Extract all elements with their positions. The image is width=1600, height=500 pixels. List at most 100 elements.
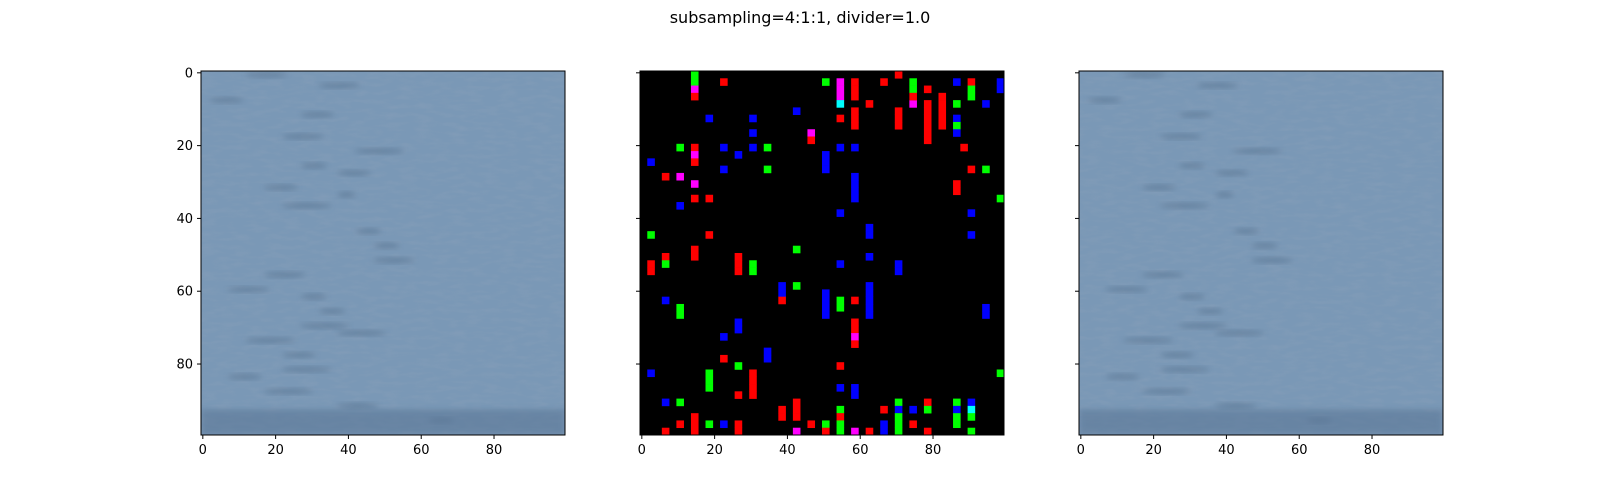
diff-cell: [647, 158, 655, 166]
diff-cell: [676, 172, 684, 181]
diff-cell: [734, 427, 743, 435]
diff-cell: [749, 369, 757, 378]
diff-cell: [923, 427, 932, 435]
diff-cell: [851, 384, 859, 392]
diff-cell: [720, 333, 728, 341]
diff-cell: [909, 85, 917, 94]
water-streak: [300, 163, 327, 168]
diff-cell: [865, 223, 874, 232]
diff-cell: [953, 121, 961, 130]
diff-cell: [676, 398, 684, 407]
diff-cell: [822, 296, 830, 305]
diff-cell: [953, 413, 961, 421]
diff-cell: [894, 267, 903, 276]
diff-cell: [734, 362, 743, 370]
diff-cell: [982, 165, 990, 174]
diff-cell: [865, 303, 874, 312]
diff-cell: [836, 92, 845, 101]
diff-cell: [690, 71, 699, 79]
diff-cell: [705, 369, 714, 378]
water-streak: [1232, 148, 1283, 154]
water-texture: [1079, 71, 1443, 435]
diff-cell: [996, 369, 1004, 378]
diff-cell: [749, 384, 757, 392]
diff-cell: [676, 202, 684, 210]
x-tick-label: 0: [638, 443, 646, 458]
diff-cell: [836, 384, 845, 392]
diff-cell: [894, 107, 903, 115]
diff-cell: [807, 129, 816, 137]
water-streak: [300, 294, 327, 299]
water-streak: [336, 403, 379, 409]
y-tick-label: 0: [185, 66, 193, 81]
diff-cell: [778, 296, 786, 305]
diff-cell: [836, 78, 845, 86]
water-streak: [1105, 374, 1140, 379]
diff-cell: [822, 78, 830, 86]
diff-cell: [938, 121, 947, 130]
diff-cell: [749, 376, 757, 385]
diff-cell: [851, 391, 859, 399]
diff-cell: [690, 151, 699, 159]
diff-cell: [836, 260, 845, 268]
diff-cell: [778, 282, 786, 290]
water-streak: [1215, 192, 1234, 197]
diff-cell: [851, 92, 859, 101]
x-tick-label: 60: [1291, 443, 1308, 458]
diff-cell: [720, 78, 728, 86]
water-streak: [245, 338, 296, 343]
water-streak: [336, 330, 387, 336]
water-streak: [281, 203, 332, 208]
diff-cell: [647, 369, 655, 378]
diff-cell: [880, 405, 888, 414]
diff-cell: [996, 194, 1004, 203]
diff-cell: [894, 427, 903, 435]
diff-cell: [894, 114, 903, 123]
diff-cell: [836, 420, 845, 429]
diff-cell: [923, 129, 932, 137]
water-bottom-band: [1079, 409, 1443, 435]
diff-cell: [923, 107, 932, 115]
x-tick-label: 80: [1364, 443, 1381, 458]
diff-cell: [690, 413, 699, 421]
water-streak: [227, 287, 270, 292]
water-streak: [1250, 258, 1293, 263]
diff-cell: [923, 85, 932, 94]
diff-cell: [894, 413, 903, 421]
water-streak: [1142, 185, 1177, 190]
diff-cell: [923, 100, 932, 108]
diff-cell: [720, 420, 728, 429]
diff-cell: [982, 303, 990, 312]
diff-cell: [690, 158, 699, 166]
diff-cell: [909, 92, 917, 101]
diff-cell: [953, 180, 961, 188]
diff-cell: [953, 129, 961, 137]
diff-cell: [836, 143, 845, 152]
diff-cell: [880, 420, 888, 429]
diff-cell: [792, 245, 801, 254]
water-streak: [319, 309, 346, 314]
diff-cell: [851, 333, 859, 341]
diff-cell: [705, 231, 714, 239]
diff-cell: [894, 398, 903, 407]
diff-cell: [923, 405, 932, 414]
water-streak: [209, 97, 244, 103]
diff-cell: [982, 311, 990, 319]
water-streak: [1214, 403, 1257, 409]
water-streak: [1123, 72, 1166, 77]
diff-cell: [690, 420, 699, 429]
x-tick-label: 0: [1077, 443, 1085, 458]
water-streak: [1160, 352, 1195, 358]
diff-cell: [676, 311, 684, 319]
diff-cell: [792, 405, 801, 414]
diff-cell: [836, 100, 845, 108]
diff-cell: [865, 253, 874, 261]
diff-cell: [953, 100, 961, 108]
diff-cell: [851, 78, 859, 86]
diff-cell: [851, 194, 859, 203]
water-streak: [263, 389, 314, 394]
diff-cell: [749, 391, 757, 399]
diff-cell: [822, 427, 830, 435]
water-streak: [1087, 97, 1122, 103]
diff-cell: [865, 100, 874, 108]
